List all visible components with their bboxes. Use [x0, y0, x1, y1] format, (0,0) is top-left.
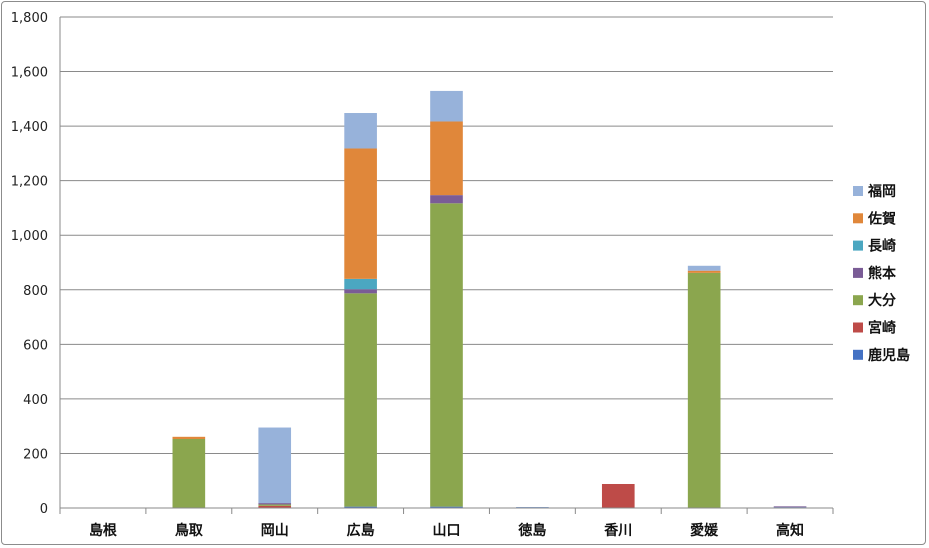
- bar-segment: [430, 195, 463, 204]
- bar-segment: [430, 121, 463, 196]
- legend-label: 長崎: [868, 238, 896, 255]
- legend-swatch: [853, 349, 863, 360]
- y-axis: 0 200 400 600 800 1,000 1,200 1,400 1,600 1,800: [11, 11, 61, 517]
- x-tick-label: 広島: [347, 522, 375, 539]
- bar-segment: [344, 113, 377, 149]
- bar-segment: [687, 265, 721, 271]
- bar-segment: [601, 483, 635, 508]
- legend-swatch: [853, 267, 863, 278]
- bar-segment: [344, 148, 377, 279]
- x-tick-label: 島根: [89, 522, 118, 539]
- bar-segment: [430, 506, 463, 508]
- y-tick-label: 200: [23, 447, 48, 462]
- y-tick-label: 1,200: [11, 175, 48, 190]
- x-tick-label: 鳥取: [175, 522, 204, 539]
- bar-segment: [687, 270, 721, 273]
- bar-segment: [344, 289, 377, 294]
- x-axis: 島根 鳥取 岡山 広島 山口 徳島 香川 愛媛 高知: [59, 507, 834, 539]
- bar-segment: [344, 278, 377, 290]
- y-tick-label: 600: [23, 338, 48, 353]
- bar-segment: [430, 203, 463, 507]
- x-tick-label: 香川: [603, 522, 632, 539]
- bar-segment: [258, 504, 292, 506]
- bar-segment: [344, 506, 377, 508]
- bar-segment: [172, 436, 206, 439]
- legend-label: 佐賀: [867, 210, 896, 227]
- x-tick-label: 岡山: [261, 523, 289, 539]
- bar-segment: [258, 427, 292, 504]
- bar-segment: [172, 438, 206, 508]
- y-tick-label: 1,000: [11, 229, 48, 244]
- legend-label: 熊本: [868, 265, 897, 282]
- y-tick-label: 0: [40, 502, 48, 517]
- legend-label: 鹿児島: [867, 347, 910, 364]
- legend-swatch: [853, 213, 863, 224]
- y-tick-label: 800: [23, 284, 48, 299]
- legend-label: 福岡: [867, 183, 896, 200]
- legend-swatch: [853, 240, 863, 251]
- bar-segment: [687, 272, 721, 508]
- bars: [172, 90, 807, 508]
- x-tick-label: 高知: [776, 522, 804, 539]
- legend-label: 大分: [868, 292, 896, 309]
- y-tick-label: 1,800: [11, 11, 48, 26]
- y-tick-label: 1,400: [11, 120, 48, 135]
- legend-swatch: [853, 322, 863, 333]
- bar-segment: [258, 505, 292, 508]
- legend-swatch: [853, 295, 863, 306]
- bar-segment: [258, 503, 292, 505]
- x-tick-label: 徳島: [517, 522, 546, 539]
- bar-segment: [344, 293, 377, 507]
- y-tick-label: 1,600: [11, 66, 48, 81]
- legend-swatch: [853, 186, 863, 196]
- x-tick-label: 愛媛: [690, 522, 719, 539]
- legend-label: 宮崎: [868, 320, 896, 337]
- x-tick-label: 山口: [433, 523, 461, 539]
- y-tick-label: 400: [23, 393, 48, 408]
- bar-segment: [430, 90, 463, 122]
- bar-segment: [773, 506, 807, 508]
